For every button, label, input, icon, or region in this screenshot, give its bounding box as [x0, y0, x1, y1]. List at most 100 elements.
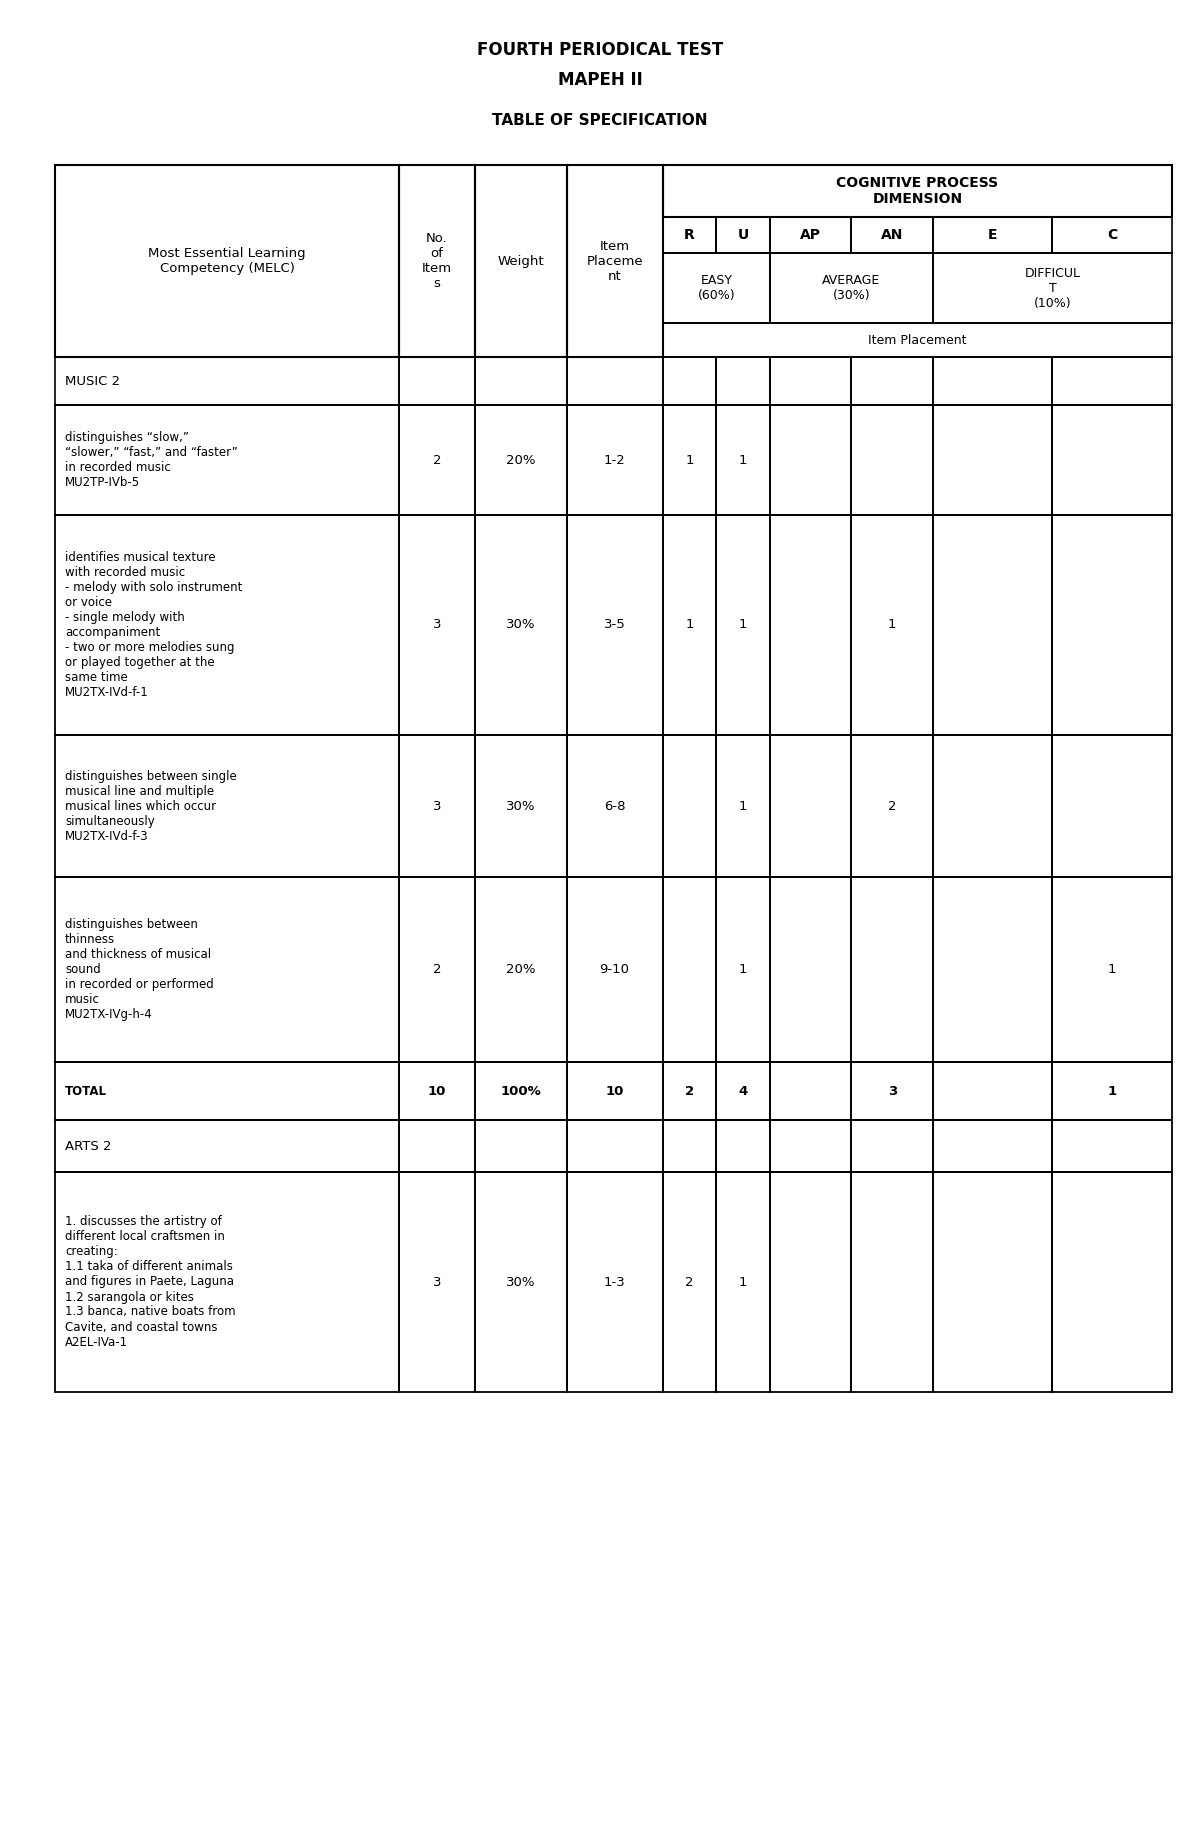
Bar — [566, 358, 662, 406]
Bar — [716, 358, 770, 406]
Bar — [1052, 406, 1172, 516]
Bar — [662, 253, 770, 323]
Bar — [475, 1119, 566, 1173]
Bar — [662, 736, 716, 877]
Text: 2: 2 — [888, 800, 896, 813]
Text: AVERAGE
(30%): AVERAGE (30%) — [822, 273, 881, 303]
Text: 30%: 30% — [506, 618, 535, 631]
Bar — [770, 736, 852, 877]
Text: 2: 2 — [685, 1084, 694, 1097]
Text: 1: 1 — [685, 453, 694, 466]
Bar — [716, 1062, 770, 1119]
Text: MAPEH II: MAPEH II — [558, 72, 642, 90]
Text: TABLE OF SPECIFICATION: TABLE OF SPECIFICATION — [492, 112, 708, 127]
Bar — [400, 1119, 475, 1173]
Bar — [716, 1119, 770, 1173]
Bar — [475, 736, 566, 877]
Bar — [55, 406, 400, 516]
Text: 2: 2 — [433, 963, 442, 976]
Text: distinguishes between single
musical line and multiple
musical lines which occur: distinguishes between single musical lin… — [65, 769, 236, 842]
Text: 2: 2 — [433, 453, 442, 466]
Bar — [932, 1119, 1052, 1173]
Bar — [716, 516, 770, 736]
Text: U: U — [738, 228, 749, 242]
Text: ARTS 2: ARTS 2 — [65, 1140, 112, 1152]
Text: 1. discusses the artistry of
different local craftsmen in
creating:
1.1 taka of : 1. discusses the artistry of different l… — [65, 1215, 235, 1349]
Bar — [400, 877, 475, 1062]
Bar — [475, 877, 566, 1062]
Text: distinguishes “slow,”
“slower,” “fast,” and “faster”
in recorded music
MU2TP-IVb: distinguishes “slow,” “slower,” “fast,” … — [65, 431, 238, 488]
Text: Item Placement: Item Placement — [868, 334, 966, 347]
Bar — [566, 736, 662, 877]
Bar — [55, 516, 400, 736]
Text: 2: 2 — [685, 1275, 694, 1288]
Bar — [1052, 1173, 1172, 1393]
Bar — [662, 406, 716, 516]
Text: 1-3: 1-3 — [604, 1275, 625, 1288]
Bar — [400, 1062, 475, 1119]
Bar — [932, 877, 1052, 1062]
Bar — [770, 1173, 852, 1393]
Bar — [662, 1062, 716, 1119]
Bar — [932, 516, 1052, 736]
Bar — [932, 1062, 1052, 1119]
Bar — [566, 516, 662, 736]
Text: 1-2: 1-2 — [604, 453, 625, 466]
Bar — [770, 1119, 852, 1173]
Text: 3: 3 — [433, 800, 442, 813]
Bar — [770, 516, 852, 736]
Bar — [716, 736, 770, 877]
Bar — [662, 358, 716, 406]
Bar — [716, 1173, 770, 1393]
Text: 100%: 100% — [500, 1084, 541, 1097]
Bar — [662, 323, 1172, 358]
Text: 1: 1 — [739, 963, 748, 976]
Bar — [1052, 358, 1172, 406]
Text: 1: 1 — [685, 618, 694, 631]
Text: FOURTH PERIODICAL TEST: FOURTH PERIODICAL TEST — [476, 40, 724, 59]
Bar — [852, 358, 932, 406]
Bar — [1052, 516, 1172, 736]
Bar — [566, 1173, 662, 1393]
Bar — [55, 736, 400, 877]
Bar — [932, 736, 1052, 877]
Text: 6-8: 6-8 — [604, 800, 625, 813]
Text: 10: 10 — [428, 1084, 446, 1097]
Text: 3: 3 — [433, 1275, 442, 1288]
Bar — [475, 1173, 566, 1393]
Bar — [770, 406, 852, 516]
Bar — [662, 217, 716, 253]
Bar — [662, 165, 1172, 217]
Bar — [566, 877, 662, 1062]
Bar — [770, 877, 852, 1062]
Bar — [566, 1062, 662, 1119]
Bar — [1052, 217, 1172, 253]
Text: EASY
(60%): EASY (60%) — [697, 273, 736, 303]
Text: COGNITIVE PROCESS
DIMENSION: COGNITIVE PROCESS DIMENSION — [836, 176, 998, 206]
Text: 4: 4 — [738, 1084, 748, 1097]
Bar — [475, 358, 566, 406]
Text: Most Essential Learning
Competency (MELC): Most Essential Learning Competency (MELC… — [149, 248, 306, 275]
Bar — [1052, 1062, 1172, 1119]
Bar — [770, 253, 932, 323]
Text: 3: 3 — [888, 1084, 896, 1097]
Bar — [932, 253, 1172, 323]
Bar — [566, 165, 662, 358]
Bar — [55, 1173, 400, 1393]
Bar — [55, 165, 400, 358]
Text: AN: AN — [881, 228, 904, 242]
Text: 1: 1 — [739, 453, 748, 466]
Bar — [770, 358, 852, 406]
Bar — [1052, 736, 1172, 877]
Text: 3: 3 — [433, 618, 442, 631]
Bar — [400, 516, 475, 736]
Bar — [566, 406, 662, 516]
Bar — [55, 1119, 400, 1173]
Bar — [932, 358, 1052, 406]
Text: 30%: 30% — [506, 1275, 535, 1288]
Bar — [400, 406, 475, 516]
Text: MUSIC 2: MUSIC 2 — [65, 374, 120, 387]
Bar — [770, 1062, 852, 1119]
Bar — [400, 165, 475, 358]
Bar — [1052, 1119, 1172, 1173]
